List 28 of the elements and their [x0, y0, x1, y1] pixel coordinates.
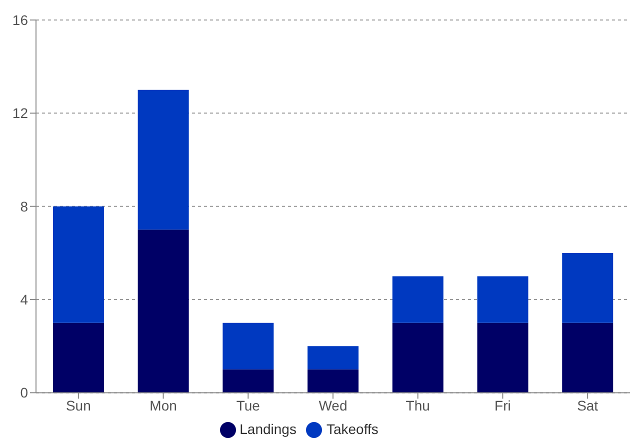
bar	[308, 369, 359, 393]
legend-label: Takeoffs	[326, 420, 378, 437]
y-tick-label: 4	[20, 291, 28, 308]
x-tick-label: Mon	[150, 398, 177, 414]
bar	[392, 276, 444, 323]
x-tick-label: Fri	[494, 398, 511, 414]
bar	[138, 230, 189, 393]
bar	[308, 346, 359, 370]
y-tick-label: 0	[20, 384, 28, 401]
y-tick-label: 12	[12, 105, 28, 122]
x-tick-label: Wed	[318, 398, 348, 414]
x-tick-label: Tue	[236, 398, 260, 414]
bar	[562, 322, 614, 393]
bar	[52, 206, 104, 323]
bar	[222, 369, 274, 393]
bar	[52, 322, 104, 393]
y-tick-label: 16	[12, 12, 28, 28]
x-tick-label: Sun	[66, 398, 91, 414]
x-tick-label: Sat	[577, 398, 598, 414]
bar	[477, 322, 528, 393]
bar	[222, 322, 274, 370]
bar	[138, 90, 189, 230]
bar	[562, 252, 614, 323]
x-tick-label: Thu	[406, 398, 430, 414]
bar	[392, 322, 444, 393]
legend-label: Landings	[240, 420, 296, 437]
bar	[477, 276, 528, 323]
y-tick-label: 8	[20, 198, 28, 214]
